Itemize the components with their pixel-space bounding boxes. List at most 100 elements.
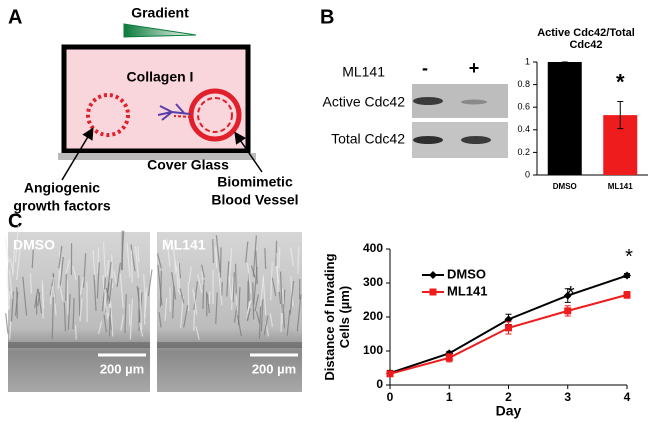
texture — [232, 272, 235, 303]
texture — [158, 312, 162, 328]
texture — [259, 274, 265, 307]
texture — [79, 276, 85, 295]
texture — [16, 287, 18, 319]
texture — [111, 254, 113, 289]
texture — [119, 273, 124, 309]
texture — [106, 260, 109, 276]
texture — [139, 289, 143, 330]
texture — [157, 342, 302, 348]
point — [623, 291, 631, 299]
texture — [177, 261, 181, 295]
texture — [58, 284, 64, 301]
texture — [212, 239, 215, 263]
texture — [269, 313, 273, 327]
texture — [278, 247, 281, 269]
texture — [201, 264, 205, 278]
texture — [246, 262, 252, 294]
texture — [59, 256, 64, 289]
texture — [246, 300, 252, 314]
texture — [34, 288, 39, 309]
texture — [252, 235, 258, 277]
texture — [270, 262, 273, 301]
texture — [195, 326, 200, 340]
texture — [193, 281, 199, 310]
texture — [147, 269, 153, 297]
x-tick-label: 0 — [387, 390, 394, 404]
point — [386, 370, 394, 378]
y-tick-label: 0 — [525, 169, 530, 179]
texture — [57, 270, 61, 289]
arrow — [61, 127, 94, 181]
y-tick-label: 0.6 — [517, 102, 530, 112]
texture — [22, 276, 28, 316]
texture — [120, 315, 124, 331]
scale-label: 200 µm — [100, 361, 144, 376]
arrow — [234, 131, 263, 173]
sprout-red — [173, 115, 192, 118]
x-tick-label: DMSO — [553, 182, 577, 191]
panel-label: C — [8, 210, 22, 232]
texture — [296, 294, 302, 332]
source-label: Angiogenic — [24, 180, 100, 196]
texture — [113, 271, 117, 284]
y-tick-label: 0 — [376, 377, 383, 391]
y-tick-label: 1 — [525, 56, 530, 66]
x-tick-label: 4 — [624, 390, 631, 404]
bar — [547, 62, 582, 175]
texture — [63, 302, 67, 332]
texture — [144, 287, 148, 318]
band — [413, 136, 443, 144]
point — [623, 271, 631, 280]
texture — [8, 342, 150, 348]
texture — [228, 276, 233, 301]
texture — [72, 265, 77, 280]
vessel — [188, 88, 242, 142]
gradient-wedge — [123, 23, 197, 38]
blot-row-label: Total Cdc42 — [331, 131, 405, 147]
y-tick-label: 0.4 — [517, 124, 530, 134]
texture — [12, 240, 16, 276]
texture — [215, 247, 218, 269]
substrate-label: Cover Glass — [147, 157, 229, 173]
texture — [130, 244, 136, 272]
texture — [51, 297, 54, 339]
texture — [96, 262, 100, 299]
texture — [78, 275, 81, 316]
texture — [93, 274, 97, 312]
x-axis-label: Day — [496, 403, 522, 419]
y-tick-label: 0.8 — [517, 79, 530, 89]
texture — [74, 325, 77, 340]
bar-title: Active Cdc42/Total Cdc42 — [537, 27, 635, 51]
texture — [250, 265, 256, 278]
point — [445, 354, 453, 362]
x-tick-label: ML141 — [608, 182, 633, 191]
texture — [72, 298, 75, 330]
texture — [108, 308, 111, 337]
texture — [67, 293, 71, 330]
y-tick-label: 400 — [363, 241, 383, 255]
texture — [166, 239, 171, 267]
band — [413, 97, 443, 105]
texture — [14, 225, 19, 263]
texture — [255, 311, 261, 324]
texture — [130, 250, 133, 284]
texture — [290, 275, 294, 307]
texture — [297, 246, 300, 274]
y-tick-label: 0.2 — [517, 147, 530, 157]
image-label: ML141 — [162, 237, 206, 253]
texture — [109, 300, 114, 337]
lane-label: + — [469, 58, 480, 78]
texture — [252, 282, 255, 320]
texture — [79, 298, 83, 322]
collagen-box — [61, 44, 251, 154]
band — [461, 136, 491, 144]
texture — [197, 274, 203, 293]
texture — [286, 309, 291, 336]
texture — [172, 285, 175, 319]
texture — [92, 250, 96, 280]
vessel-inner — [197, 97, 233, 133]
texture — [129, 298, 134, 340]
texture — [215, 292, 218, 324]
texture — [31, 247, 34, 269]
